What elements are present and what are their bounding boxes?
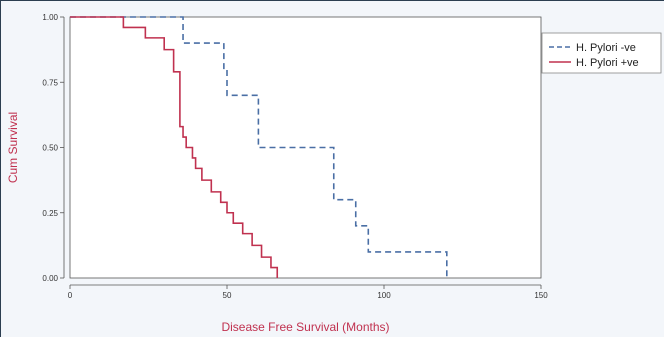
x-axis-label: Disease Free Survival (Months) xyxy=(221,320,389,334)
legend-box xyxy=(541,32,662,74)
plot-area xyxy=(69,16,542,279)
y-tick-label: 0.25 xyxy=(42,209,58,218)
legend: H. Pylori -ve H. Pylori +ve xyxy=(541,32,662,74)
series-lines xyxy=(70,16,448,278)
y-axis-label: Cum Survival xyxy=(6,112,20,183)
x-tick-label: 100 xyxy=(377,291,391,300)
y-tick-label: 0.00 xyxy=(42,274,58,283)
x-tick-label: 150 xyxy=(534,291,548,300)
x-tick-label: 50 xyxy=(223,291,232,300)
y-tick-label: 0.50 xyxy=(42,144,58,153)
y-tick-label: 0.75 xyxy=(42,78,58,87)
legend-label-h-pylori-negative: H. Pylori -ve xyxy=(576,42,636,54)
y-tick-label: 1.00 xyxy=(42,13,58,22)
legend-label-h-pylori-positive: H. Pylori +ve xyxy=(576,57,639,69)
series-h-pylori-negative xyxy=(70,16,448,278)
x-tick-label: 0 xyxy=(68,291,73,300)
axes: 0 50 100 150 0.00 0.25 0.50 0.75 1.00 xyxy=(42,13,548,300)
series-h-pylori-positive xyxy=(70,16,279,278)
